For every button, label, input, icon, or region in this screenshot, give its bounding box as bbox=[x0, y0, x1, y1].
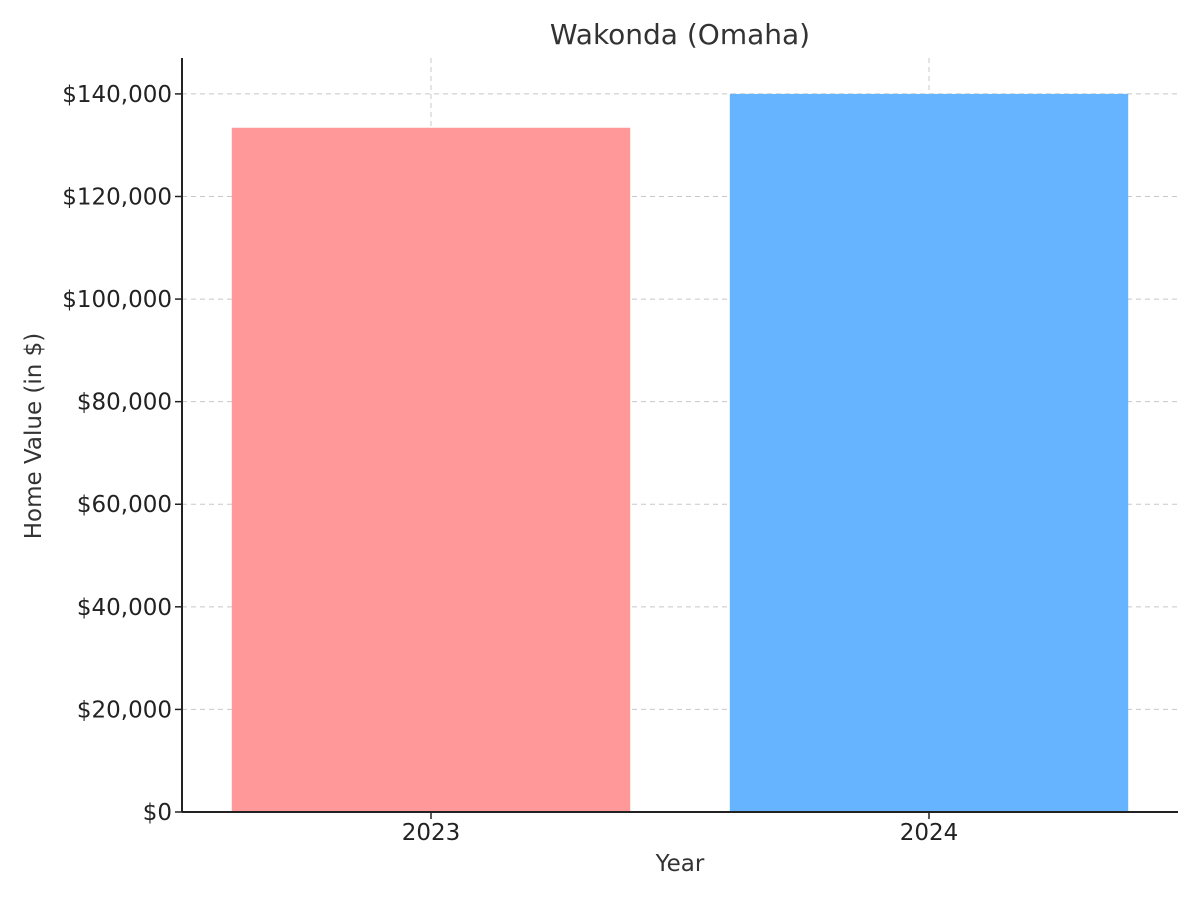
bars bbox=[231, 93, 1129, 813]
x-axis-label: Year bbox=[655, 851, 705, 877]
y-tick-label: $0 bbox=[143, 800, 172, 826]
y-tick-label: $20,000 bbox=[77, 697, 172, 723]
bar-2023 bbox=[231, 127, 631, 813]
axes bbox=[181, 58, 1178, 813]
y-tick-label: $100,000 bbox=[62, 287, 172, 313]
y-tick-label: $120,000 bbox=[62, 184, 172, 210]
y-tick-label: $40,000 bbox=[77, 595, 172, 621]
y-tick-label: $80,000 bbox=[77, 390, 172, 416]
bar-2024 bbox=[729, 93, 1129, 812]
x-tick-label: 2024 bbox=[900, 820, 959, 846]
y-tick-label: $140,000 bbox=[62, 82, 172, 108]
y-tick-label: $60,000 bbox=[77, 492, 172, 518]
x-tick-label: 2023 bbox=[402, 820, 461, 846]
y-axis-label: Home Value (in $) bbox=[21, 333, 47, 540]
chart-title: Wakonda (Omaha) bbox=[550, 18, 810, 51]
ticks: $0 $20,000 $40,000 $60,000 $80,000 $100,000 $1… bbox=[62, 82, 958, 846]
